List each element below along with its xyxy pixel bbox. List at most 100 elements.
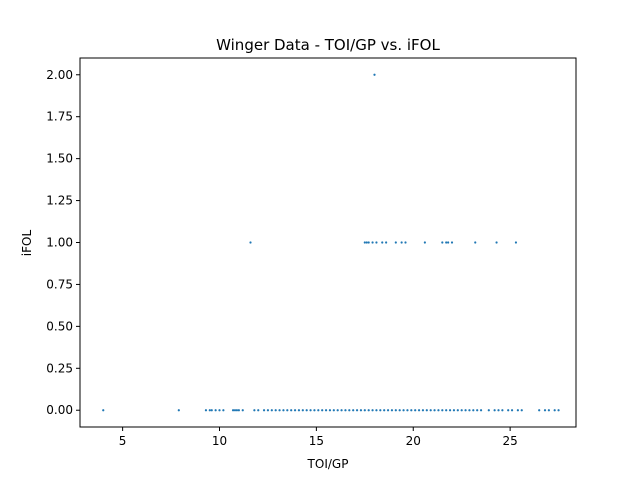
- data-point: [441, 241, 444, 244]
- data-point: [501, 409, 504, 412]
- data-point: [520, 409, 523, 412]
- data-point: [553, 409, 556, 412]
- data-point: [282, 409, 285, 412]
- data-point: [379, 409, 382, 412]
- data-point: [363, 409, 366, 412]
- data-points: [102, 73, 560, 412]
- data-point: [386, 409, 390, 412]
- data-point: [398, 409, 401, 412]
- data-point: [447, 241, 450, 244]
- data-point: [390, 409, 394, 412]
- data-point: [510, 409, 514, 412]
- y-tick-label: 1.50: [46, 152, 73, 166]
- data-point: [235, 409, 239, 412]
- data-point: [375, 241, 378, 244]
- data-point: [433, 409, 436, 412]
- data-point: [241, 409, 244, 412]
- data-point: [363, 241, 366, 244]
- data-point: [423, 241, 426, 244]
- data-point: [450, 241, 454, 244]
- data-point: [222, 409, 225, 412]
- data-point: [344, 409, 347, 412]
- y-tick-label: 1.25: [46, 194, 73, 208]
- data-point: [208, 409, 211, 412]
- data-point: [543, 409, 547, 412]
- y-tick-label: 0.00: [46, 403, 73, 417]
- data-point: [231, 409, 235, 412]
- data-point: [557, 409, 560, 412]
- data-point: [445, 409, 448, 412]
- data-point: [507, 409, 510, 412]
- data-point: [441, 409, 444, 412]
- data-point: [456, 409, 459, 412]
- data-point: [328, 409, 332, 412]
- data-point: [102, 409, 105, 412]
- data-point: [257, 409, 260, 412]
- data-point: [421, 409, 425, 412]
- data-point: [487, 409, 490, 412]
- x-tick-label: 15: [309, 434, 324, 448]
- data-point: [204, 409, 208, 412]
- data-point: [429, 409, 432, 412]
- data-point: [317, 409, 320, 412]
- data-point: [249, 241, 252, 244]
- data-point: [414, 409, 417, 412]
- data-point: [404, 241, 407, 244]
- data-point: [348, 409, 351, 412]
- data-point: [309, 409, 312, 412]
- data-point: [497, 409, 500, 412]
- data-point: [516, 409, 519, 412]
- data-point: [437, 409, 440, 412]
- data-point: [365, 241, 368, 244]
- data-point: [514, 241, 518, 244]
- data-point: [417, 409, 421, 412]
- y-axis-title: iFOL: [20, 230, 34, 257]
- x-tick-label: 5: [119, 434, 127, 448]
- data-point: [385, 241, 388, 244]
- data-point: [367, 409, 370, 412]
- y-tick-label: 0.25: [46, 361, 73, 375]
- plot-area-frame: [79, 57, 577, 428]
- data-point: [373, 73, 376, 76]
- data-point: [371, 241, 374, 244]
- data-point: [253, 409, 256, 412]
- data-point: [367, 241, 370, 244]
- data-point: [297, 409, 301, 412]
- data-point: [270, 409, 273, 412]
- data-point: [286, 409, 289, 412]
- data-point: [324, 409, 328, 412]
- y-tick-label: 1.00: [46, 236, 73, 250]
- data-point: [445, 241, 448, 244]
- data-point: [493, 409, 496, 412]
- data-point: [448, 409, 452, 412]
- data-point: [375, 409, 378, 412]
- data-point: [394, 241, 397, 244]
- data-point: [274, 409, 277, 412]
- x-axis-ticks: 5 10 15 20 25: [119, 427, 518, 448]
- data-point: [547, 409, 550, 412]
- data-point: [336, 409, 339, 412]
- y-tick-label: 0.50: [46, 319, 73, 333]
- data-point: [332, 409, 335, 412]
- data-point: [305, 409, 308, 412]
- data-point: [237, 409, 240, 412]
- data-point: [340, 409, 343, 412]
- data-point: [359, 409, 363, 412]
- data-point: [383, 409, 386, 412]
- data-point: [262, 409, 266, 412]
- y-axis-ticks: 0.00 0.25 0.50 0.75 1.00 1.25 1.50 1.75 2.00: [46, 68, 80, 417]
- data-point: [394, 409, 397, 412]
- data-point: [233, 409, 237, 412]
- data-point: [177, 409, 180, 412]
- data-point: [352, 409, 355, 412]
- data-point: [218, 409, 221, 412]
- data-point: [402, 409, 405, 412]
- data-point: [452, 409, 456, 412]
- x-tick-label: 25: [502, 434, 517, 448]
- data-point: [321, 409, 324, 412]
- data-point: [214, 409, 217, 412]
- data-point: [479, 409, 483, 412]
- data-point: [468, 409, 471, 412]
